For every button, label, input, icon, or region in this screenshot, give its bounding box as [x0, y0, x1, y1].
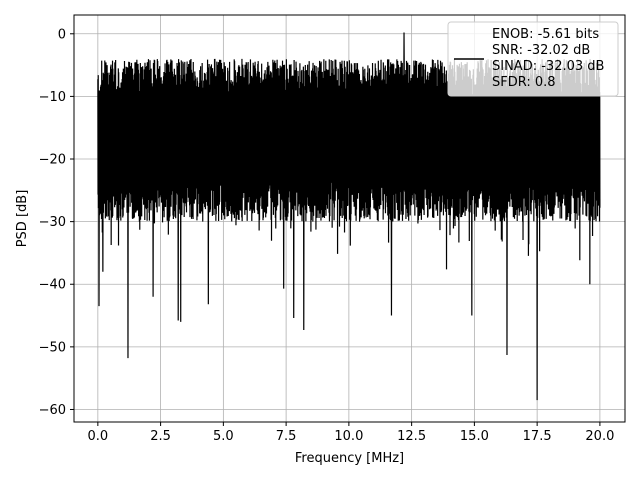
y-axis-label: PSD [dB] [15, 190, 30, 248]
x-tick-label: 20.0 [585, 429, 614, 444]
y-tick-label: −30 [39, 215, 66, 230]
x-tick-label: 2.5 [150, 429, 171, 444]
y-tick-label: −50 [39, 340, 66, 355]
x-tick-label: 7.5 [276, 429, 297, 444]
x-tick-label: 0.0 [88, 429, 109, 444]
x-tick-label: 5.0 [213, 429, 234, 444]
x-axis-label: Frequency [MHz] [295, 451, 404, 466]
legend-label-line: ENOB: -5.61 bits [492, 27, 599, 42]
x-tick-label: 15.0 [460, 429, 489, 444]
x-axis-ticks: 0.0 2.5 5.0 7.5 10.0 12.5 15.0 17.5 20.0 [88, 422, 614, 444]
legend-box [447, 21, 619, 97]
y-tick-label: −40 [39, 278, 66, 293]
legend-label-line: SFDR: 0.8 [492, 75, 556, 90]
x-tick-label: 17.5 [523, 429, 552, 444]
x-tick-label: 12.5 [397, 429, 426, 444]
legend-label: ENOB: -5.61 bits SNR: -32.02 dB SINAD: -32… [492, 27, 604, 90]
y-axis-ticks: 0 −10 −20 −30 −40 −50 −60 [39, 27, 74, 418]
y-tick-label: −20 [39, 153, 66, 168]
x-tick-label: 10.0 [334, 429, 363, 444]
y-tick-label: −60 [39, 403, 66, 418]
y-tick-label: −10 [39, 90, 66, 105]
legend: ENOB: -5.61 bits SNR: -32.02 dB SINAD: -32… [447, 21, 619, 97]
legend-label-line: SNR: -32.02 dB [492, 43, 590, 58]
axes-frame [73, 14, 626, 423]
legend-label-line: SINAD: -32.03 dB [492, 59, 604, 74]
y-tick-label: 0 [58, 27, 66, 42]
